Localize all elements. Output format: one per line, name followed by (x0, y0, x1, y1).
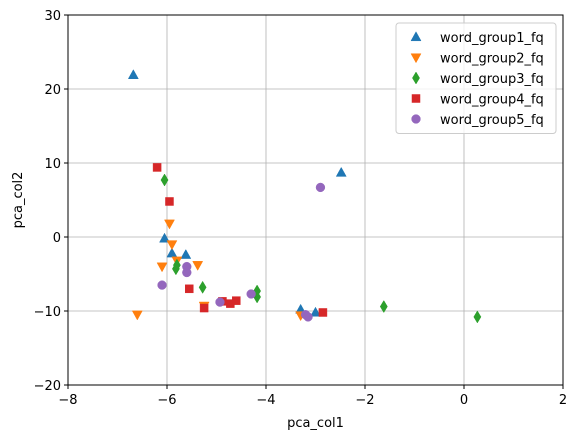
y-tick-label: 30 (44, 9, 61, 24)
data-point (232, 296, 241, 305)
data-point (157, 280, 167, 290)
data-point (318, 308, 328, 317)
plot-frame (67, 14, 564, 386)
y-tick-label: −10 (34, 305, 61, 320)
y-axis-ticks: −20 −10 0 10 20 30 (34, 9, 68, 394)
legend-entry: word_group2_fq (410, 52, 544, 67)
data-point (473, 310, 482, 324)
data-point (192, 261, 204, 271)
y-tick-label: −20 (34, 379, 61, 394)
data-point (335, 166, 347, 177)
data-point (182, 267, 192, 278)
x-tick-label: 0 (460, 393, 468, 408)
data-point (315, 182, 326, 193)
data-point (199, 303, 209, 313)
y-tick-label: 20 (44, 83, 61, 98)
data-point (246, 289, 256, 299)
y-axis-label: pca_col2 (11, 172, 26, 229)
data-point (131, 310, 143, 321)
data-point (166, 240, 178, 251)
data-point (127, 69, 139, 79)
data-point (303, 312, 313, 322)
legend-marker (412, 71, 420, 85)
legend-entry: word_group3_fq (412, 71, 544, 87)
x-tick-label: 2 (559, 393, 567, 408)
legend-entry: word_group1_fq (410, 31, 544, 46)
data-point (310, 306, 321, 317)
legend-entry: word_group5_fq (411, 113, 544, 128)
legend-label: word_group5_fq (440, 113, 544, 128)
data-point (160, 173, 169, 187)
legend-marker (411, 114, 421, 124)
x-axis-label: pca_col1 (287, 416, 344, 431)
series-word_group1_fq (127, 69, 347, 317)
legend: word_group1_fq word_group2_fq word_group3_… (395, 22, 557, 134)
legend-label: word_group4_fq (440, 93, 544, 108)
x-tick-label: −8 (58, 393, 77, 408)
x-tick-label: −2 (355, 393, 374, 408)
scatter-points (127, 69, 482, 324)
x-axis-ticks: −8 −6 −4 −2 0 2 (58, 385, 567, 408)
legend-box (395, 22, 557, 134)
data-point (156, 262, 168, 273)
x-tick-label: −4 (256, 393, 275, 408)
data-point (215, 297, 225, 307)
data-point (180, 249, 192, 259)
legend-marker (410, 31, 422, 42)
data-point (164, 219, 175, 230)
data-point (165, 197, 174, 206)
data-point (173, 258, 181, 272)
legend-label: word_group3_fq (440, 72, 544, 87)
y-tick-label: 10 (44, 157, 61, 172)
x-tick-label: −6 (157, 393, 176, 408)
legend-marker (410, 53, 422, 64)
series-word_group3_fq (160, 173, 482, 324)
data-point (159, 232, 170, 243)
data-point (185, 284, 194, 294)
legend-entry: word_group4_fq (411, 93, 544, 108)
series-word_group5_fq (157, 182, 326, 322)
data-point (152, 163, 162, 172)
legend-label: word_group2_fq (440, 52, 544, 67)
y-tick-label: 0 (53, 231, 61, 246)
series-word_group4_fq (152, 163, 328, 317)
data-point (198, 280, 207, 294)
data-point (379, 300, 388, 314)
legend-label: word_group1_fq (440, 31, 544, 46)
legend-marker (411, 94, 421, 103)
